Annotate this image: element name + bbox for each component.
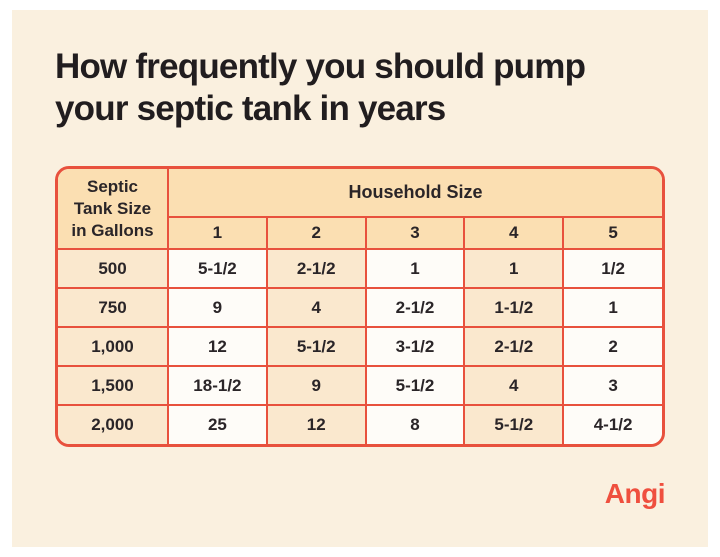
cell-years: 9 (167, 287, 268, 328)
page-title-line1: How frequently you should pump (55, 47, 586, 86)
row-label-gallons: 750 (58, 287, 169, 328)
page-title-line2: your septic tank in years (55, 89, 446, 128)
cell-years: 1/2 (562, 248, 662, 289)
row-label-gallons: 2,000 (58, 404, 169, 444)
column-header-household-4: 4 (463, 216, 565, 250)
group-header-household-size: Household Size (167, 169, 662, 219)
cell-years: 5-1/2 (364, 365, 466, 406)
cell-years: 12 (167, 326, 268, 367)
table-row-1500: 1,500 18-1/2 9 5-1/2 4 3 (58, 365, 662, 406)
row-label-gallons: 1,500 (58, 365, 169, 406)
header-row-group: Septic Tank Size in Gallons Household Si… (58, 169, 662, 250)
cell-years: 2-1/2 (265, 248, 367, 289)
column-header-household-2: 2 (265, 216, 367, 250)
row-label-gallons: 1,000 (58, 326, 169, 367)
cell-years: 9 (265, 365, 367, 406)
page-title: How frequently you should pump your sept… (55, 46, 665, 130)
column-header-household-3: 3 (364, 216, 466, 250)
column-header-household-1: 1 (168, 216, 268, 250)
table-row-500: 500 5-1/2 2-1/2 1 1 1/2 (58, 248, 662, 289)
column-header-household-5: 5 (562, 216, 662, 250)
cell-years: 1-1/2 (463, 287, 565, 328)
cell-years: 8 (364, 404, 466, 444)
cell-years: 5-1/2 (463, 404, 565, 444)
pump-frequency-table: Septic Tank Size in Gallons Household Si… (55, 166, 665, 447)
cell-years: 1 (562, 287, 662, 328)
corner-header-septic-tank-size: Septic Tank Size in Gallons (58, 169, 169, 250)
row-label-gallons: 500 (58, 248, 169, 289)
cell-years: 1 (463, 248, 565, 289)
table-row-1000: 1,000 12 5-1/2 3-1/2 2-1/2 2 (58, 326, 662, 367)
cell-years: 1 (364, 248, 466, 289)
cell-years: 3-1/2 (364, 326, 466, 367)
table-row-750: 750 9 4 2-1/2 1-1/2 1 (58, 287, 662, 328)
infographic-canvas: How frequently you should pump your sept… (12, 10, 708, 547)
pump-frequency-table-grid: Septic Tank Size in Gallons Household Si… (58, 169, 662, 444)
cell-years: 5-1/2 (265, 326, 367, 367)
cell-years: 18-1/2 (167, 365, 268, 406)
cell-years: 2-1/2 (364, 287, 466, 328)
table-row-2000: 2,000 25 12 8 5-1/2 4-1/2 (58, 404, 662, 444)
header-row-household-sizes: 1 2 3 4 5 (58, 216, 662, 250)
cell-years: 25 (167, 404, 268, 444)
cell-years: 2 (562, 326, 662, 367)
cell-years: 5-1/2 (167, 248, 268, 289)
cell-years: 3 (562, 365, 662, 406)
cell-years: 4 (463, 365, 565, 406)
cell-years: 4 (265, 287, 367, 328)
angi-logo: Angi (604, 478, 666, 509)
cell-years: 2-1/2 (463, 326, 565, 367)
cell-years: 4-1/2 (562, 404, 662, 444)
cell-years: 12 (265, 404, 367, 444)
